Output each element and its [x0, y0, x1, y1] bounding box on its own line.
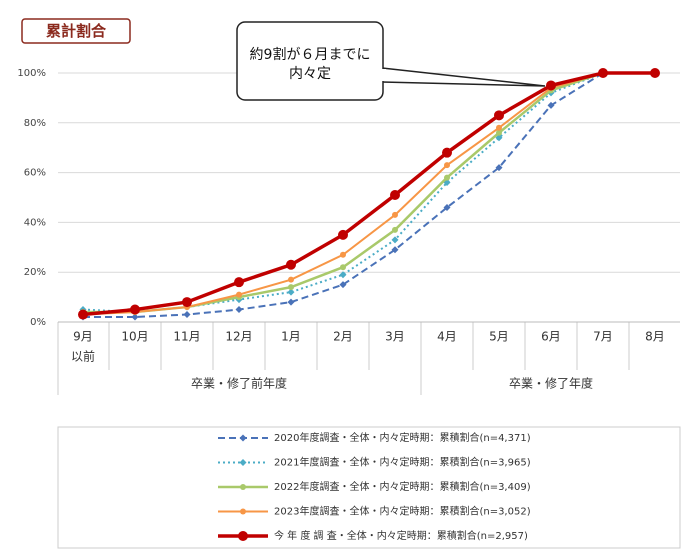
series-line	[82, 72, 655, 316]
marker	[338, 229, 348, 240]
legend-label: 2020年度調査・全体・内々定時期：累積割合(n=4,371)	[274, 431, 531, 444]
marker	[236, 291, 242, 298]
group-label: 卒業・修了年度	[509, 376, 593, 391]
x-tick-label: 9月	[73, 330, 93, 344]
callout-box	[236, 21, 384, 101]
x-tick-label: 2月	[333, 330, 353, 344]
marker	[444, 174, 450, 181]
marker	[496, 129, 502, 136]
series-line	[82, 71, 655, 317]
marker	[444, 162, 450, 169]
marker	[131, 313, 139, 321]
x-tick-label: 11月	[173, 330, 200, 344]
callout-joint	[378, 69, 386, 81]
legend-label: 2023年度調査・全体・内々定時期：累積割合(n=3,052)	[274, 505, 531, 518]
marker	[182, 297, 192, 308]
marker	[287, 298, 295, 306]
marker	[392, 211, 398, 218]
y-tick-label: 100%	[17, 68, 46, 79]
marker	[235, 306, 243, 314]
legend-label: 2022年度調査・全体・内々定時期：累積割合(n=3,409)	[274, 480, 531, 493]
marker	[239, 459, 247, 466]
marker	[286, 259, 296, 270]
marker	[598, 68, 608, 78]
x-tick-label: 10月	[121, 330, 148, 344]
title-box	[21, 18, 131, 44]
x-tick-label: 1月	[281, 330, 301, 344]
x-tick-label: 6月	[541, 330, 561, 344]
marker	[78, 309, 88, 320]
y-tick-label: 40%	[24, 217, 46, 228]
marker	[234, 277, 244, 288]
y-tick-label: 60%	[24, 168, 46, 179]
marker	[391, 236, 399, 244]
marker	[183, 311, 191, 319]
marker	[339, 271, 347, 279]
x-tick-label: 4月	[437, 330, 457, 344]
legend-box	[57, 426, 681, 549]
x-tick-label: 12月	[225, 330, 252, 344]
series-line	[83, 72, 655, 319]
marker	[130, 304, 140, 315]
y-tick-label: 0%	[30, 317, 46, 328]
callout-text: 内々定	[289, 66, 331, 82]
callout-text: 約9割が６月までに	[250, 46, 371, 63]
x-tick-note: 以前	[71, 349, 95, 364]
x-tick-label: 3月	[385, 330, 405, 344]
marker	[240, 508, 246, 515]
x-tick-label: 5月	[489, 330, 509, 344]
x-tick-label: 8月	[645, 330, 665, 344]
marker	[240, 484, 246, 490]
series-line	[82, 72, 655, 314]
marker	[339, 281, 347, 289]
marker	[340, 264, 346, 271]
marker	[392, 226, 398, 233]
legend-label: 今 年 度 調 査・全体・内々定時期：累積割合(n=2,957)	[274, 529, 528, 542]
marker	[495, 164, 503, 172]
y-tick-label: 20%	[24, 267, 46, 278]
chart-title: 累計割合	[46, 22, 107, 40]
marker	[391, 246, 399, 254]
marker	[547, 101, 555, 109]
marker	[443, 203, 451, 211]
legend-label: 2021年度調査・全体・内々定時期：累積割合(n=3,965)	[274, 456, 531, 469]
marker	[239, 434, 247, 442]
marker	[496, 124, 502, 131]
callout-pointer	[381, 67, 546, 87]
marker	[340, 251, 346, 258]
group-label: 卒業・修了前年度	[191, 376, 287, 391]
marker	[238, 531, 248, 541]
x-tick-label: 7月	[593, 330, 613, 344]
marker	[288, 284, 294, 291]
marker	[390, 190, 400, 201]
marker	[546, 80, 556, 91]
marker	[650, 68, 660, 78]
marker	[495, 134, 503, 142]
marker	[288, 276, 294, 283]
series-line	[83, 71, 655, 314]
marker	[442, 147, 452, 158]
y-tick-label: 80%	[24, 118, 46, 129]
marker	[287, 288, 295, 296]
marker	[494, 110, 504, 121]
